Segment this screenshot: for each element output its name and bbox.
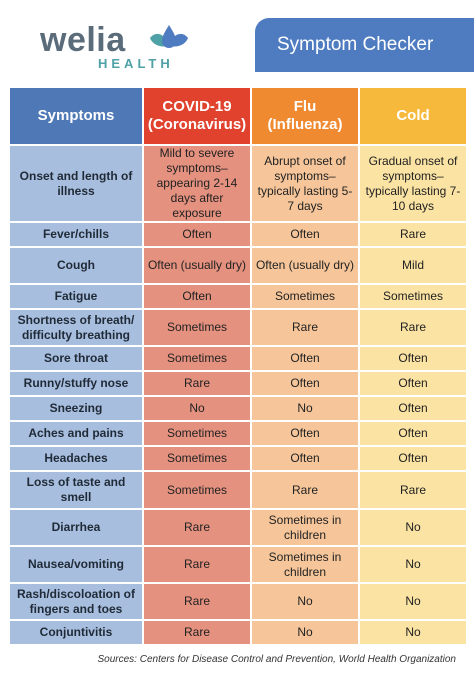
cold-cell: No (358, 545, 468, 584)
covid-cell: No (142, 395, 252, 422)
table-row: Conjuntivitis Rare No No (8, 619, 468, 646)
symptom-cell: Nausea/vomiting (8, 545, 144, 584)
flu-cell: No (250, 582, 360, 621)
table-body: Onset and length of illness Mild to sever… (8, 144, 468, 646)
symptom-cell: Rash/discoloation of fingers and toes (8, 582, 144, 621)
cold-cell: Often (358, 395, 468, 422)
table-row: Fatigue Often Sometimes Sometimes (8, 283, 468, 310)
covid-cell: Often (usually dry) (142, 246, 252, 285)
table-row: Shortness of breath/ difficulty breathin… (8, 308, 468, 347)
sources-note: Sources: Centers for Disease Control and… (97, 654, 456, 665)
covid-cell: Rare (142, 508, 252, 547)
flu-cell: Sometimes in children (250, 545, 360, 584)
symptom-cell: Headaches (8, 445, 144, 472)
cold-cell: Often (358, 420, 468, 447)
cold-cell: Often (358, 370, 468, 397)
symptom-cell: Sneezing (8, 395, 144, 422)
flu-cell: Sometimes (250, 283, 360, 310)
flu-cell: Rare (250, 470, 360, 510)
cold-cell: Rare (358, 470, 468, 510)
symptom-cell: Onset and length of illness (8, 144, 144, 223)
welia-health-logo: welia HEALTH (40, 22, 200, 72)
table-row: Nausea/vomiting Rare Sometimes in children… (8, 545, 468, 584)
page-title: Symptom Checker (255, 18, 474, 72)
covid-cell: Sometimes (142, 345, 252, 372)
symptom-cell: Fever/chills (8, 221, 144, 248)
covid-cell: Sometimes (142, 470, 252, 510)
cold-cell: Often (358, 345, 468, 372)
flu-cell: Sometimes in children (250, 508, 360, 547)
symptom-cell: Sore throat (8, 345, 144, 372)
symptom-cell: Conjuntivitis (8, 619, 144, 646)
flu-cell: Often (250, 221, 360, 248)
covid-cell: Often (142, 221, 252, 248)
flu-cell: No (250, 395, 360, 422)
covid-cell: Rare (142, 545, 252, 584)
covid-cell: Rare (142, 370, 252, 397)
cold-cell: Often (358, 445, 468, 472)
header-covid: COVID-19 (Coronavirus) (142, 86, 252, 146)
flu-cell: Often (250, 420, 360, 447)
flu-cell: Rare (250, 308, 360, 347)
symptom-cell: Cough (8, 246, 144, 285)
flu-cell: Often (usually dry) (250, 246, 360, 285)
covid-cell: Rare (142, 582, 252, 621)
symptom-cell: Aches and pains (8, 420, 144, 447)
symptom-cell: Runny/stuffy nose (8, 370, 144, 397)
symptom-cell: Diarrhea (8, 508, 144, 547)
table-row: Aches and pains Sometimes Often Often (8, 420, 468, 447)
cold-cell: Gradual onset of symptoms– typically las… (358, 144, 468, 223)
flu-cell: Abrupt onset of symptoms– typically last… (250, 144, 360, 223)
cold-cell: Rare (358, 308, 468, 347)
covid-cell: Sometimes (142, 445, 252, 472)
droplet-leaves-icon (150, 25, 188, 48)
cold-cell: No (358, 619, 468, 646)
header-symptoms: Symptoms (8, 86, 144, 146)
logo-subtitle: HEALTH (98, 56, 174, 71)
symptom-cell: Loss of taste and smell (8, 470, 144, 510)
flu-cell: Often (250, 445, 360, 472)
cold-cell: Mild (358, 246, 468, 285)
cold-cell: Sometimes (358, 283, 468, 310)
table-row: Headaches Sometimes Often Often (8, 445, 468, 472)
flu-cell: Often (250, 370, 360, 397)
covid-cell: Mild to severe symptoms– appearing 2-14 … (142, 144, 252, 223)
covid-cell: Sometimes (142, 420, 252, 447)
symptom-table: Symptoms COVID-19 (Coronavirus) Flu (Inf… (8, 86, 468, 646)
table-row: Fever/chills Often Often Rare (8, 221, 468, 248)
cold-cell: No (358, 508, 468, 547)
cold-cell: Rare (358, 221, 468, 248)
flu-cell: Often (250, 345, 360, 372)
covid-cell: Rare (142, 619, 252, 646)
covid-cell: Sometimes (142, 308, 252, 347)
header-flu: Flu (Influenza) (250, 86, 360, 146)
table-row: Onset and length of illness Mild to sever… (8, 144, 468, 223)
table-row: Sore throat Sometimes Often Often (8, 345, 468, 372)
header-cold: Cold (358, 86, 468, 146)
logo-wordmark: welia (40, 21, 126, 59)
cold-cell: No (358, 582, 468, 621)
symptom-cell: Fatigue (8, 283, 144, 310)
table-row: Rash/discoloation of fingers and toes Rar… (8, 582, 468, 621)
covid-cell: Often (142, 283, 252, 310)
flu-cell: No (250, 619, 360, 646)
table-row: Sneezing No No Often (8, 395, 468, 422)
table-header-row: Symptoms COVID-19 (Coronavirus) Flu (Inf… (8, 86, 468, 146)
symptom-cell: Shortness of breath/ difficulty breathin… (8, 308, 144, 347)
table-row: Diarrhea Rare Sometimes in children No (8, 508, 468, 547)
table-row: Loss of taste and smell Sometimes Rare Rare (8, 470, 468, 510)
table-row: Cough Often (usually dry) Often (usually d… (8, 246, 468, 285)
table-row: Runny/stuffy nose Rare Often Often (8, 370, 468, 397)
